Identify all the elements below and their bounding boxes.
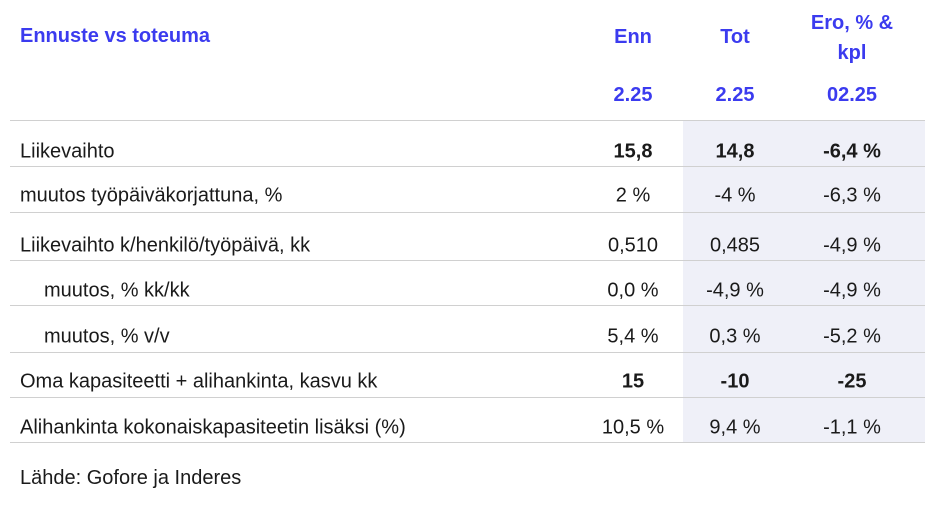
- table-title: Ennuste vs toteuma: [20, 25, 211, 47]
- cell: -6,4 %: [823, 140, 881, 163]
- cell: 14,8: [715, 140, 755, 163]
- cell: 10,5 %: [601, 416, 665, 439]
- row-rule: [10, 260, 925, 261]
- cell: -4,9 %: [823, 279, 881, 302]
- header-rule: [10, 120, 925, 121]
- row-rule: [10, 397, 925, 398]
- cell: 15,8: [613, 140, 653, 163]
- cell: -4,9 %: [823, 234, 881, 257]
- source: Lähde: Gofore ja Inderes: [20, 467, 242, 489]
- row-rule: [10, 305, 925, 306]
- column-period: 2.25: [715, 84, 755, 106]
- cell: 0,510: [607, 234, 659, 257]
- cell: 0,3 %: [709, 325, 761, 348]
- cell: 0,485: [709, 234, 761, 257]
- column-period: 02.25: [826, 84, 878, 106]
- row-rule: [10, 212, 925, 213]
- cell: 2 %: [615, 184, 651, 207]
- cell: 5,4 %: [607, 325, 659, 348]
- column-header: Tot: [720, 26, 750, 48]
- column-period: 2.25: [613, 84, 653, 106]
- row-rule: [10, 442, 925, 443]
- cell: -4,9 %: [706, 279, 764, 302]
- cell: -25: [837, 370, 867, 393]
- row-label: Oma kapasiteetti + alihankinta, kasvu kk: [20, 370, 378, 393]
- row-rule: [10, 166, 925, 167]
- row-label: muutos, % v/v: [44, 325, 170, 348]
- cell: -1,1 %: [823, 416, 881, 439]
- row-label: muutos työpäiväkorjattuna, %: [20, 184, 283, 207]
- cell: -10: [720, 370, 750, 393]
- row-label: Liikevaihto: [20, 140, 115, 163]
- column-header: Enn: [614, 26, 652, 48]
- cell: -4 %: [714, 184, 756, 207]
- highlight-area: [683, 121, 925, 442]
- column-header: Ero, % & kpl: [810, 12, 894, 64]
- cell: 9,4 %: [709, 416, 761, 439]
- cell: -6,3 %: [823, 184, 881, 207]
- row-label: muutos, % kk/kk: [44, 279, 190, 302]
- row-rule: [10, 352, 925, 353]
- row-label: Alihankinta kokonaiskapasiteetin lisäksi…: [20, 416, 406, 439]
- row-label: Liikevaihto k/henkilö/työpäivä, kk: [20, 234, 311, 257]
- cell: 15: [621, 370, 645, 393]
- cell: -5,2 %: [823, 325, 881, 348]
- cell: 0,0 %: [607, 279, 659, 302]
